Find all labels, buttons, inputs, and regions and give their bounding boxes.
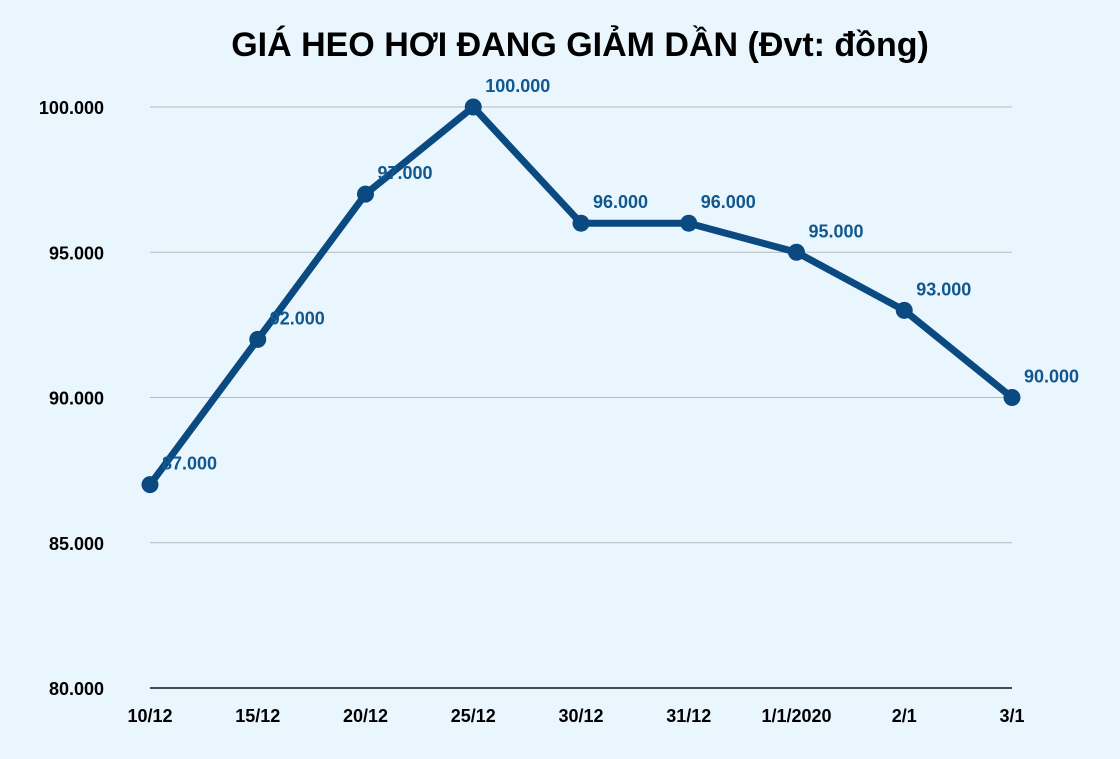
series-line	[146, 103, 1016, 489]
data-label: 96.000	[593, 192, 648, 212]
data-point	[572, 214, 590, 232]
data-point	[249, 330, 267, 348]
data-label: 96.000	[701, 192, 756, 212]
y-tick-label: 95.000	[49, 243, 104, 263]
data-label: 95.000	[809, 221, 864, 241]
data-point	[464, 98, 482, 116]
y-tick-label: 90.000	[49, 389, 104, 409]
data-point	[141, 476, 159, 494]
data-point	[788, 243, 805, 261]
data-label: 90.000	[1024, 367, 1079, 387]
data-label: 93.000	[916, 279, 971, 299]
data-point	[357, 185, 374, 203]
y-tick-label: 85.000	[49, 534, 104, 554]
data-point	[895, 301, 913, 319]
x-tick-label: 2/1	[892, 706, 917, 726]
x-tick-label: 25/12	[451, 706, 496, 726]
data-label: 92.000	[270, 308, 325, 328]
data-point	[680, 214, 698, 232]
x-tick-label: 15/12	[235, 706, 280, 726]
x-tick-label: 1/1/2020	[761, 706, 831, 726]
x-tick-label: 31/12	[666, 706, 711, 726]
y-tick-label: 80.000	[49, 679, 104, 699]
x-tick-label: 3/1	[999, 706, 1024, 726]
data-label: 87.000	[162, 454, 217, 474]
data-label: 100.000	[485, 76, 550, 96]
x-tick-label: 10/12	[127, 706, 172, 726]
x-tick-label: 30/12	[558, 706, 603, 726]
data-label: 97.000	[378, 163, 433, 183]
x-tick-label: 20/12	[343, 706, 388, 726]
data-point	[1003, 389, 1021, 406]
chart-title: GIÁ HEO HƠI ĐANG GIẢM DẦN (Đvt: đồng)	[231, 26, 929, 64]
y-tick-label: 100.000	[39, 98, 104, 118]
